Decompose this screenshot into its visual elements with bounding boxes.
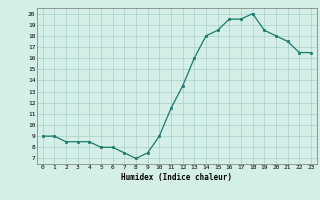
X-axis label: Humidex (Indice chaleur): Humidex (Indice chaleur) (121, 173, 232, 182)
